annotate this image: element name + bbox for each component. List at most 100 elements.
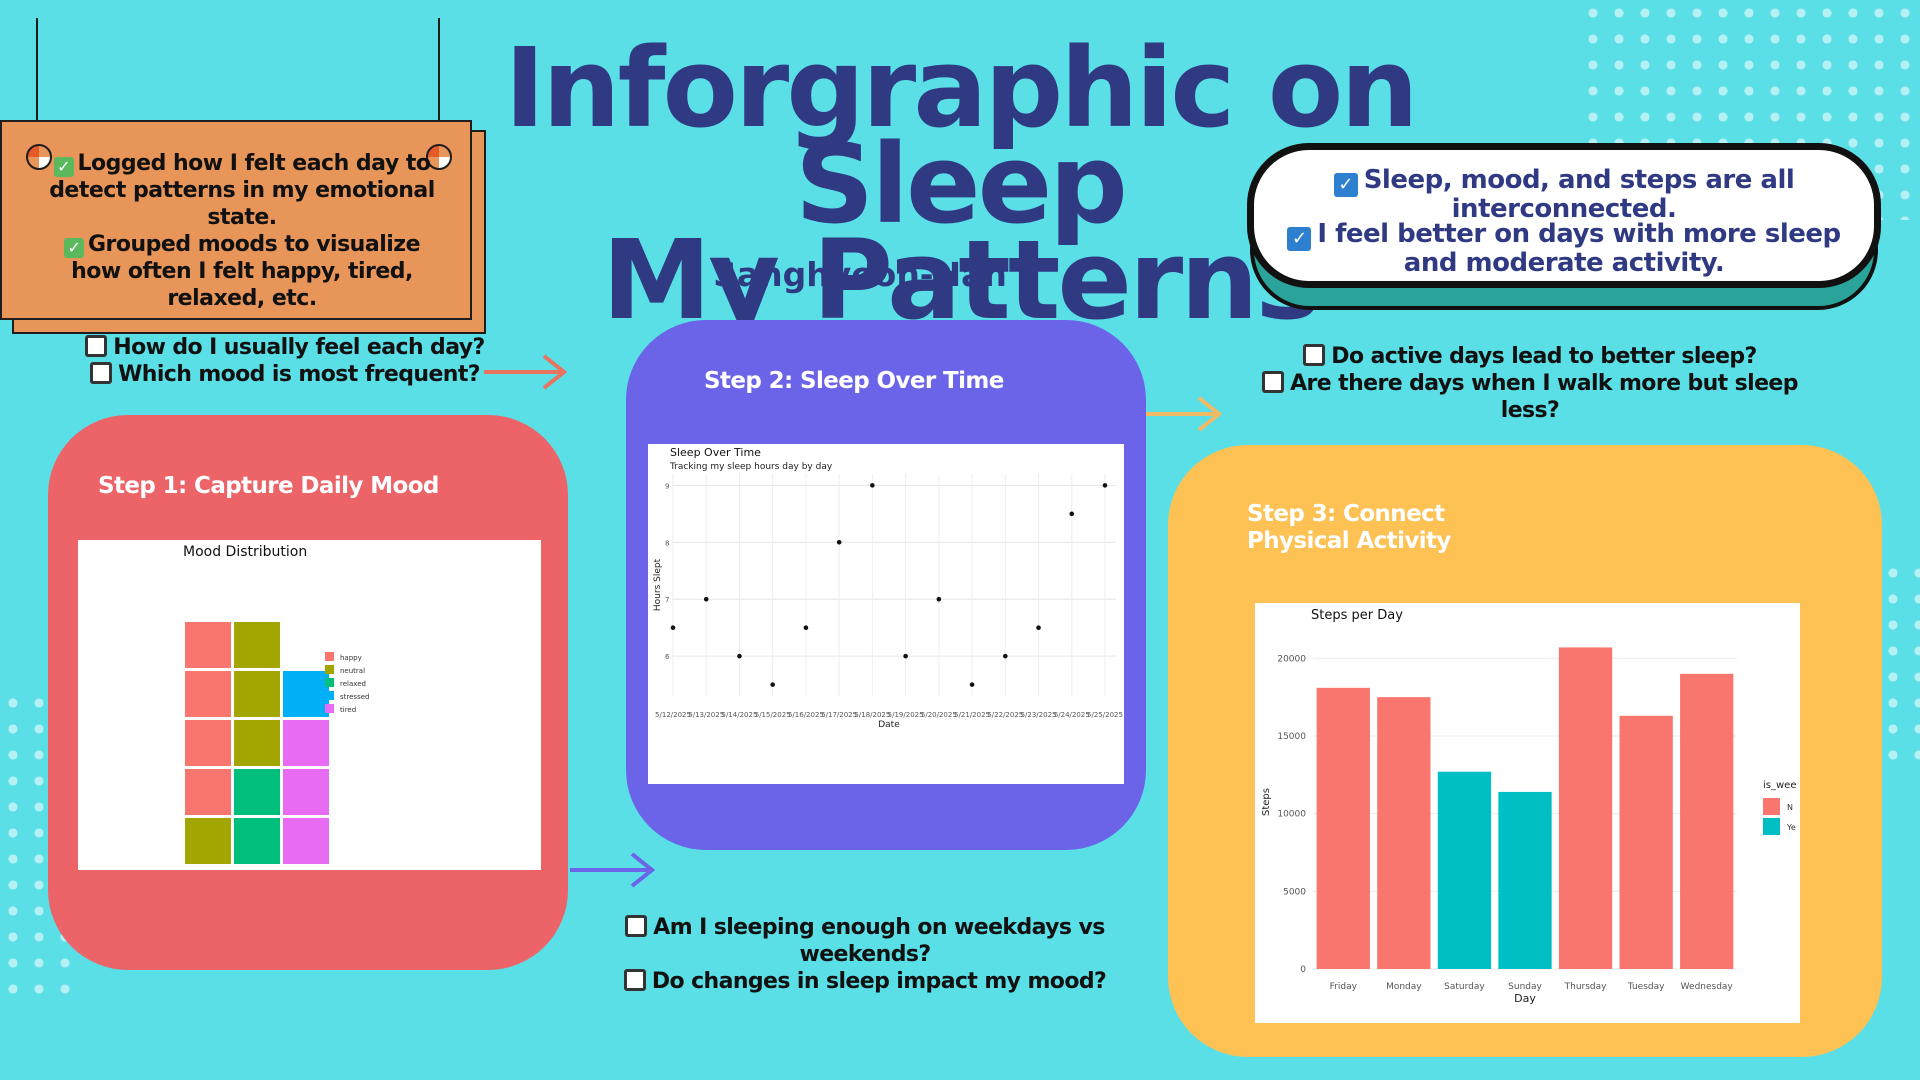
data-point xyxy=(903,653,908,659)
data-point xyxy=(1036,625,1041,630)
y-tick-label: 0 xyxy=(1300,965,1306,975)
legend-label: tired xyxy=(340,706,356,714)
y-tick-label: 5000 xyxy=(1283,887,1306,897)
chart-subtitle: Tracking my sleep hours day by day xyxy=(669,462,833,472)
y-tick-label: 9 xyxy=(665,482,669,490)
step1-card: Step 1: Capture Daily Mood Mood Distribu… xyxy=(48,415,568,970)
data-point xyxy=(969,682,975,687)
x-tick-label: 5/14/2025 xyxy=(722,711,758,719)
arrow-right-icon xyxy=(570,852,656,888)
question-group-2: Do active days lead to better sleep? Are… xyxy=(1250,343,1810,424)
bar xyxy=(1498,791,1552,969)
x-tick-label: 5/13/2025 xyxy=(688,711,724,719)
x-tick-label: 5/15/2025 xyxy=(755,711,791,719)
bar xyxy=(1316,687,1370,969)
y-tick-label: 20000 xyxy=(1277,654,1306,664)
step1-title: Step 1: Capture Daily Mood xyxy=(98,473,439,499)
author-name: Sanghyeon-Han xyxy=(713,255,1007,294)
hanging-string-left xyxy=(36,18,38,158)
data-point xyxy=(870,483,875,488)
pin-icon-right xyxy=(426,144,452,170)
checkmark-icon: ✓ xyxy=(64,238,84,258)
waffle-cell xyxy=(234,720,280,766)
legend-swatch xyxy=(325,678,334,687)
arrow-right-icon xyxy=(484,354,568,390)
page-title: Inforgraphic on Sleep My Patterns xyxy=(430,33,1490,344)
step2-title: Step 2: Sleep Over Time xyxy=(704,368,1004,394)
waffle-cell xyxy=(185,818,231,864)
arrow-right-icon xyxy=(1137,396,1223,432)
data-point xyxy=(1003,653,1008,659)
x-tick-label: 5/21/2025 xyxy=(954,711,990,719)
sleep-chart: Sleep Over Time Tracking my sleep hours d… xyxy=(648,444,1124,784)
bar xyxy=(1558,647,1613,969)
checkbox-checked-icon: ✓ xyxy=(1333,173,1358,197)
legend-label: neutral xyxy=(340,667,365,675)
legend-swatch xyxy=(1763,798,1780,815)
x-tick-label: 5/20/2025 xyxy=(921,711,957,719)
note-line-2: Grouped moods to visualize how often I f… xyxy=(71,232,420,311)
bar xyxy=(1437,771,1492,969)
sleep-chart-svg: Sleep Over Time Tracking my sleep hours d… xyxy=(653,446,1123,730)
data-point xyxy=(836,540,842,545)
x-tick-label: 5/18/2025 xyxy=(854,711,890,719)
x-axis-label: Day xyxy=(1514,992,1536,1005)
y-tick-label: 8 xyxy=(665,539,669,547)
title-line-2: My Patterns xyxy=(601,216,1321,344)
question-2: Which mood is most frequent? xyxy=(118,362,480,387)
pin-icon-left xyxy=(26,144,52,170)
waffle-cell xyxy=(234,769,280,815)
x-tick-label: 5/22/2025 xyxy=(987,711,1023,719)
steps-chart: Steps per Day 0 5000 10000 15000 20000 Friday M… xyxy=(1255,603,1800,1023)
y-axis-label: Steps xyxy=(1261,788,1272,816)
chart-title: Mood Distribution xyxy=(183,544,307,560)
x-tick-label: Saturday xyxy=(1444,982,1485,992)
chart-title: Sleep Over Time xyxy=(670,446,761,459)
legend-title: is_wee xyxy=(1763,780,1796,791)
chart-title: Steps per Day xyxy=(1311,608,1403,623)
question-group-3: Am I sleeping enough on weekdays vs week… xyxy=(585,914,1145,995)
legend-swatch xyxy=(325,691,334,700)
legend-label: relaxed xyxy=(340,680,366,688)
legend-label: Ye xyxy=(1786,823,1796,832)
waffle-cell xyxy=(185,769,231,815)
waffle-cell xyxy=(185,720,231,766)
data-point xyxy=(703,596,709,602)
note-line-1: Logged how I felt each day to detect pat… xyxy=(49,151,435,230)
x-tick-label: Thursday xyxy=(1564,982,1608,992)
y-tick-label: 10000 xyxy=(1277,810,1306,820)
data-point xyxy=(1069,511,1075,517)
x-tick-label: Wednesday xyxy=(1681,982,1734,992)
x-tick-label: Sunday xyxy=(1508,982,1542,992)
question-4: Are there days when I walk more but slee… xyxy=(1290,371,1798,423)
legend-label: stressed xyxy=(340,693,369,701)
step3-card: Step 3: Connect Physical Activity Steps … xyxy=(1168,445,1882,1057)
data-point xyxy=(1102,483,1108,488)
x-tick-label: Friday xyxy=(1330,982,1358,992)
steps-chart-svg: Steps per Day 0 5000 10000 15000 20000 Friday M… xyxy=(1261,608,1796,1005)
data-point xyxy=(803,625,809,630)
checkbox-checked-icon: ✓ xyxy=(1287,227,1312,251)
step3-title: Step 3: Connect Physical Activity xyxy=(1247,501,1451,554)
legend-swatch xyxy=(325,704,334,713)
checkbox-icon xyxy=(623,969,646,991)
legend-label: happy xyxy=(340,654,362,662)
x-tick-label: 5/23/2025 xyxy=(1021,711,1057,719)
question-group-1: How do I usually feel each day? Which mo… xyxy=(85,334,485,388)
question-1: How do I usually feel each day? xyxy=(113,335,485,360)
bubble-line-2: I feel better on days with more sleep an… xyxy=(1317,219,1841,278)
x-axis-label: Date xyxy=(878,720,900,730)
legend-swatch xyxy=(325,665,334,674)
waffle-cell xyxy=(234,622,280,668)
waffle-cell xyxy=(283,671,329,717)
mood-chart: Mood Distribution happy neutral relaxed stre… xyxy=(78,540,541,870)
x-tick-label: Tuesday xyxy=(1627,982,1665,992)
x-tick-label: 5/25/2025 xyxy=(1087,711,1123,719)
checkbox-icon xyxy=(90,362,113,384)
waffle-cell xyxy=(283,769,329,815)
x-tick-label: 5/17/2025 xyxy=(821,711,857,719)
summary-bubble: ✓ Sleep, mood, and steps are all intercon… xyxy=(1247,143,1881,288)
waffle-cell xyxy=(234,818,280,864)
y-tick-label: 6 xyxy=(665,653,670,661)
mood-note-card: ✓ Logged how I felt each day to detect pa… xyxy=(0,120,472,320)
